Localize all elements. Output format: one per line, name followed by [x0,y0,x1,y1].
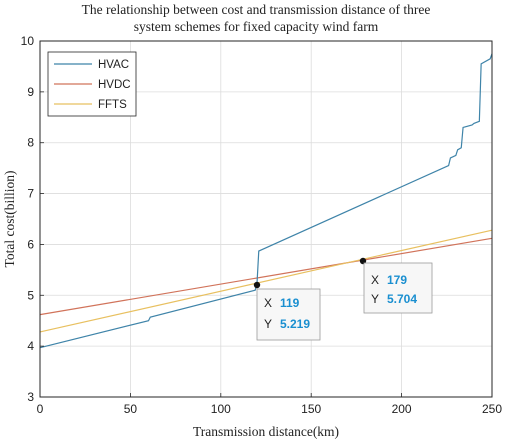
chart-title-line-1: The relationship between cost and transm… [82,2,431,17]
legend-label-hvac: HVAC [98,59,129,71]
plot-frame [39,40,493,398]
datatip-1-y-value: 5.219 [280,317,310,331]
x-tick-label: 200 [392,402,412,416]
x-tick-label: 0 [37,402,44,416]
y-tick-label: 7 [27,187,34,201]
series-line-hvdc [39,237,493,316]
y-tick-label: 9 [27,85,34,99]
series-line-ffts [39,229,493,333]
datatip-1-x-value: 119 [280,296,300,310]
x-tick-label: 150 [301,402,321,416]
y-tick-label: 8 [27,136,34,150]
legend-label-ffts: FFTS [98,99,127,111]
y-tick-label: 4 [27,339,34,353]
datatip-1-marker [253,281,261,289]
x-tick-label: 100 [211,402,231,416]
x-tick-label: 250 [482,402,502,416]
datatip-2-y-key: Y [371,292,379,306]
datatip-2-marker [359,257,367,265]
datatip-1-y-key: Y [264,317,272,331]
legend: HVAC HVDC FFTS [47,51,137,117]
datatip-1-x-key: X [264,296,272,310]
y-tick-label: 3 [27,390,34,404]
x-axis-label: Transmission distance(km) [193,424,339,439]
y-tick-label: 5 [27,288,34,302]
series-group [39,53,493,349]
datatip-1[interactable]: X 119 Y 5.219 [253,281,321,341]
datatip-2-x-value: 179 [387,273,407,287]
chart-title-line-2: system schemes for fixed capacity wind f… [134,19,379,34]
datatip-2-box [363,262,433,314]
datatip-2-y-value: 5.704 [387,292,417,306]
legend-label-hvdc: HVDC [98,79,131,91]
y-tick-label: 10 [21,34,35,48]
datatip-2-x-key: X [371,273,379,287]
datatip-1-box [256,288,321,341]
ticks-group: 0 50 100 150 200 250 3 4 5 6 7 8 9 10 [21,34,503,416]
datatip-2[interactable]: X 179 Y 5.704 [359,257,433,314]
y-tick-label: 6 [27,237,34,251]
x-tick-label: 50 [124,402,138,416]
y-axis-label: Total cost(billion) [2,171,17,268]
series-line-hvac [39,53,493,349]
